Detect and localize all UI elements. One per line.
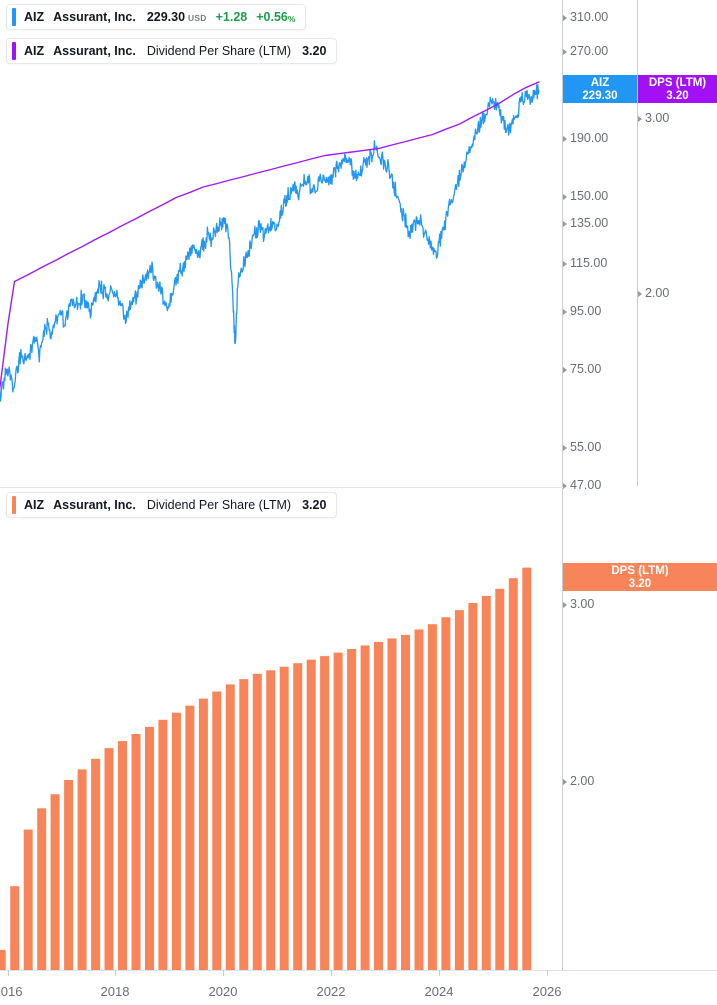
axis-tick-label: 75.00 — [562, 362, 602, 376]
x-axis-notch — [8, 970, 9, 976]
x-axis[interactable]: 2016 2018 2020 2022 2024 2026 — [0, 970, 717, 1005]
dps-chart-pane[interactable] — [0, 488, 562, 970]
legend-dps-top-value: 3.20 — [302, 44, 327, 58]
legend-dps-top-ticker: AIZ — [24, 44, 45, 58]
legend-price-change: +1.28 — [215, 10, 248, 24]
axis-tick-label: 190.00 — [562, 131, 609, 145]
x-axis-tick-label: 2018 — [100, 984, 130, 999]
axis-tick-label: 135.00 — [562, 216, 609, 230]
axis-tick-label: 47.00 — [562, 478, 602, 492]
axis-tick-label: 270.00 — [562, 44, 609, 58]
x-axis-notch — [223, 970, 224, 976]
axis-tick-label: 55.00 — [562, 440, 602, 454]
legend-price-company: Assurant, Inc. — [53, 10, 136, 24]
price-value-badge[interactable]: AIZ 229.30 — [563, 75, 637, 103]
pane-separator[interactable] — [0, 487, 562, 488]
x-axis-tick-label: 2024 — [424, 984, 454, 999]
axis-tick-label: 2.00 — [637, 286, 670, 300]
axis-tick-label: 310.00 — [562, 10, 609, 24]
axis-tick-label: 2.00 — [562, 774, 595, 788]
price-chart-pane[interactable] — [0, 0, 562, 487]
legend-price-last: 229.30 — [146, 10, 186, 24]
x-axis-notch — [115, 970, 116, 976]
x-axis-tick-label: 2016 — [0, 984, 23, 999]
legend-dps-bottom[interactable]: AIZ Assurant, Inc. Dividend Per Share (L… — [6, 492, 338, 518]
legend-dps-top-company: Assurant, Inc. — [53, 44, 136, 58]
percent-sign: % — [287, 14, 296, 24]
dps-top-badge-line2: 3.20 — [666, 90, 689, 102]
x-axis-notch — [439, 970, 440, 976]
x-axis-rule — [0, 970, 717, 971]
dps-axis-line — [637, 0, 638, 486]
legend-price-change-percent: +0.56% — [256, 10, 296, 24]
axis-tick-label: 95.00 — [562, 304, 602, 318]
dps-bar-plot — [0, 567, 532, 970]
dps-top-value-badge[interactable]: DPS (LTM) 3.20 — [638, 75, 717, 103]
legend-price-ticker: AIZ — [24, 10, 45, 24]
dps-bottom-badge-line1: DPS (LTM) — [611, 565, 669, 577]
x-axis-tick-label: 2020 — [208, 984, 238, 999]
dps-bottom-badge-line2: 3.20 — [628, 578, 652, 590]
price-badge-line2: 229.30 — [582, 90, 618, 102]
legend-price-currency: USD — [188, 13, 207, 23]
series-color-swatch-dps-top — [12, 42, 16, 60]
legend-dps-bottom-company: Assurant, Inc. — [53, 498, 136, 512]
legend-dps-bottom-description: Dividend Per Share (LTM) — [146, 498, 292, 512]
axis-tick-label: 3.00 — [562, 597, 595, 611]
legend-dps-bottom-value: 3.20 — [302, 498, 327, 512]
legend-dps-top-description: Dividend Per Share (LTM) — [146, 44, 292, 58]
x-axis-notch — [331, 970, 332, 976]
dps-bottom-value-badge[interactable]: DPS (LTM) 3.20 — [563, 563, 717, 591]
price-axis-line — [562, 0, 563, 487]
axis-tick-label: 115.00 — [562, 256, 608, 270]
price-badge-line1: AIZ — [590, 77, 610, 89]
x-axis-tick-label: 2022 — [316, 984, 346, 999]
axis-tick-label: 3.00 — [637, 111, 670, 125]
axis-tick-label: 150.00 — [562, 189, 609, 203]
dps-top-badge-line1: DPS (LTM) — [648, 77, 707, 89]
legend-dps-top[interactable]: AIZ Assurant, Inc. Dividend Per Share (L… — [6, 38, 338, 64]
bottom-axis-line — [562, 488, 563, 970]
legend-price[interactable]: AIZ Assurant, Inc. 229.30 USD +1.28 +0.5… — [6, 4, 307, 30]
legend-dps-bottom-ticker: AIZ — [24, 498, 45, 512]
series-color-swatch-dps-bottom — [12, 496, 16, 514]
x-axis-notch — [547, 970, 548, 976]
x-axis-tick-label: 2026 — [532, 984, 562, 999]
price-plot — [0, 81, 540, 402]
series-color-swatch-price — [12, 8, 16, 26]
